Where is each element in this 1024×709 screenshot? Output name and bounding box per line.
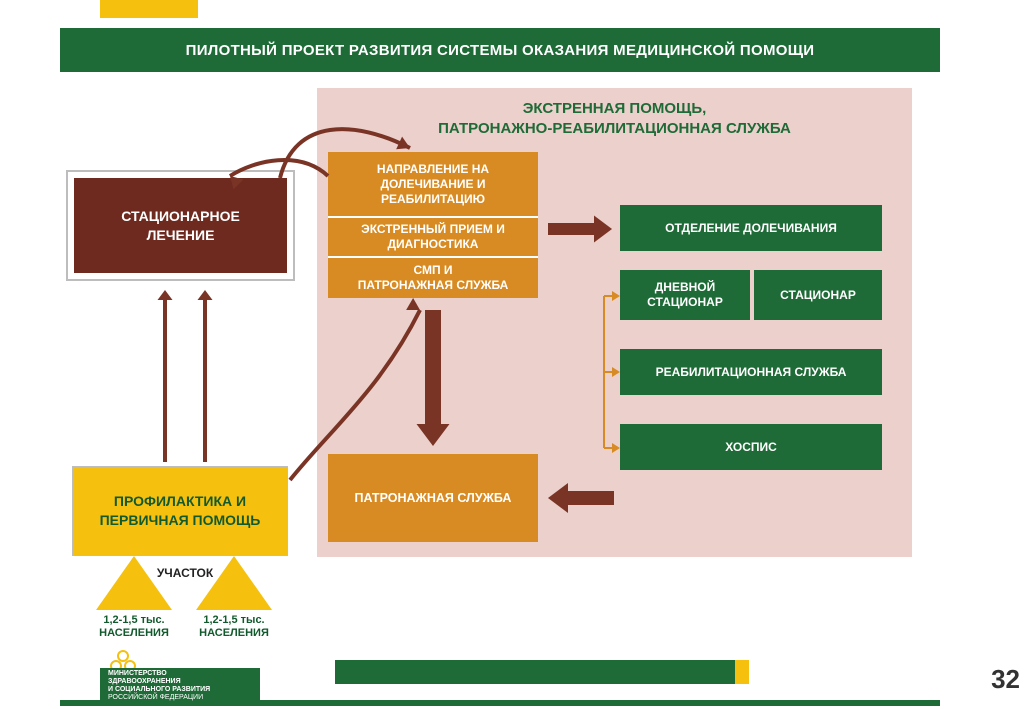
green-box-rehab: РЕАБИЛИТАЦИОННАЯ СЛУЖБА <box>620 349 882 395</box>
arrow-proph-to-stationary-1 <box>158 290 173 462</box>
pink-header-2: ПАТРОНАЖНО-РЕАБИЛИТАЦИОННАЯ СЛУЖБА <box>317 120 912 137</box>
green-box-stat: СТАЦИОНАР <box>754 270 882 320</box>
green-box-day: ДНЕВНОЙ СТАЦИОНАР <box>620 270 750 320</box>
pink-header-1: ЭКСТРЕННАЯ ПОМОЩЬ, <box>317 100 912 117</box>
green-box-hospice: ХОСПИС <box>620 424 882 470</box>
orange-segment-2: СМП И ПАТРОНАЖНАЯ СЛУЖБА <box>328 258 538 298</box>
orange-segment-1: ЭКСТРЕННЫЙ ПРИЕМ И ДИАГНОСТИКА <box>328 218 538 258</box>
page-number: 32 <box>960 664 1020 695</box>
arrow-proph-to-stationary-2 <box>198 290 213 462</box>
green-box-dept: ОТДЕЛЕНИЕ ДОЛЕЧИВАНИЯ <box>620 205 882 251</box>
footer-bar-yellow <box>735 660 749 684</box>
stationary-treatment-box: СТАЦИОНАРНОЕ ЛЕЧЕНИЕ <box>74 178 287 273</box>
population-caption-0: 1,2-1,5 тыс. НАСЕЛЕНИЯ <box>86 614 182 640</box>
population-caption-1: 1,2-1,5 тыс. НАСЕЛЕНИЯ <box>186 614 282 640</box>
population-triangle-1 <box>196 556 272 610</box>
ministry-text: МИНИСТЕРСТВОЗДРАВООХРАНЕНИЯИ СОЦИАЛЬНОГО… <box>108 670 210 702</box>
footer-bar-green <box>335 660 735 684</box>
title-bar: ПИЛОТНЫЙ ПРОЕКТ РАЗВИТИЯ СИСТЕМЫ ОКАЗАНИ… <box>60 28 940 72</box>
population-triangle-0 <box>96 556 172 610</box>
orange-segment-0: НАПРАВЛЕНИЕ НА ДОЛЕЧИВАНИЕ И РЕАБИЛИТАЦИ… <box>328 152 538 218</box>
patronage-box: ПАТРОНАЖНАЯ СЛУЖБА <box>328 454 538 542</box>
decor-tab-top <box>100 0 198 18</box>
prophylaxis-box: ПРОФИЛАКТИКА И ПЕРВИЧНАЯ ПОМОЩЬ <box>72 466 288 556</box>
